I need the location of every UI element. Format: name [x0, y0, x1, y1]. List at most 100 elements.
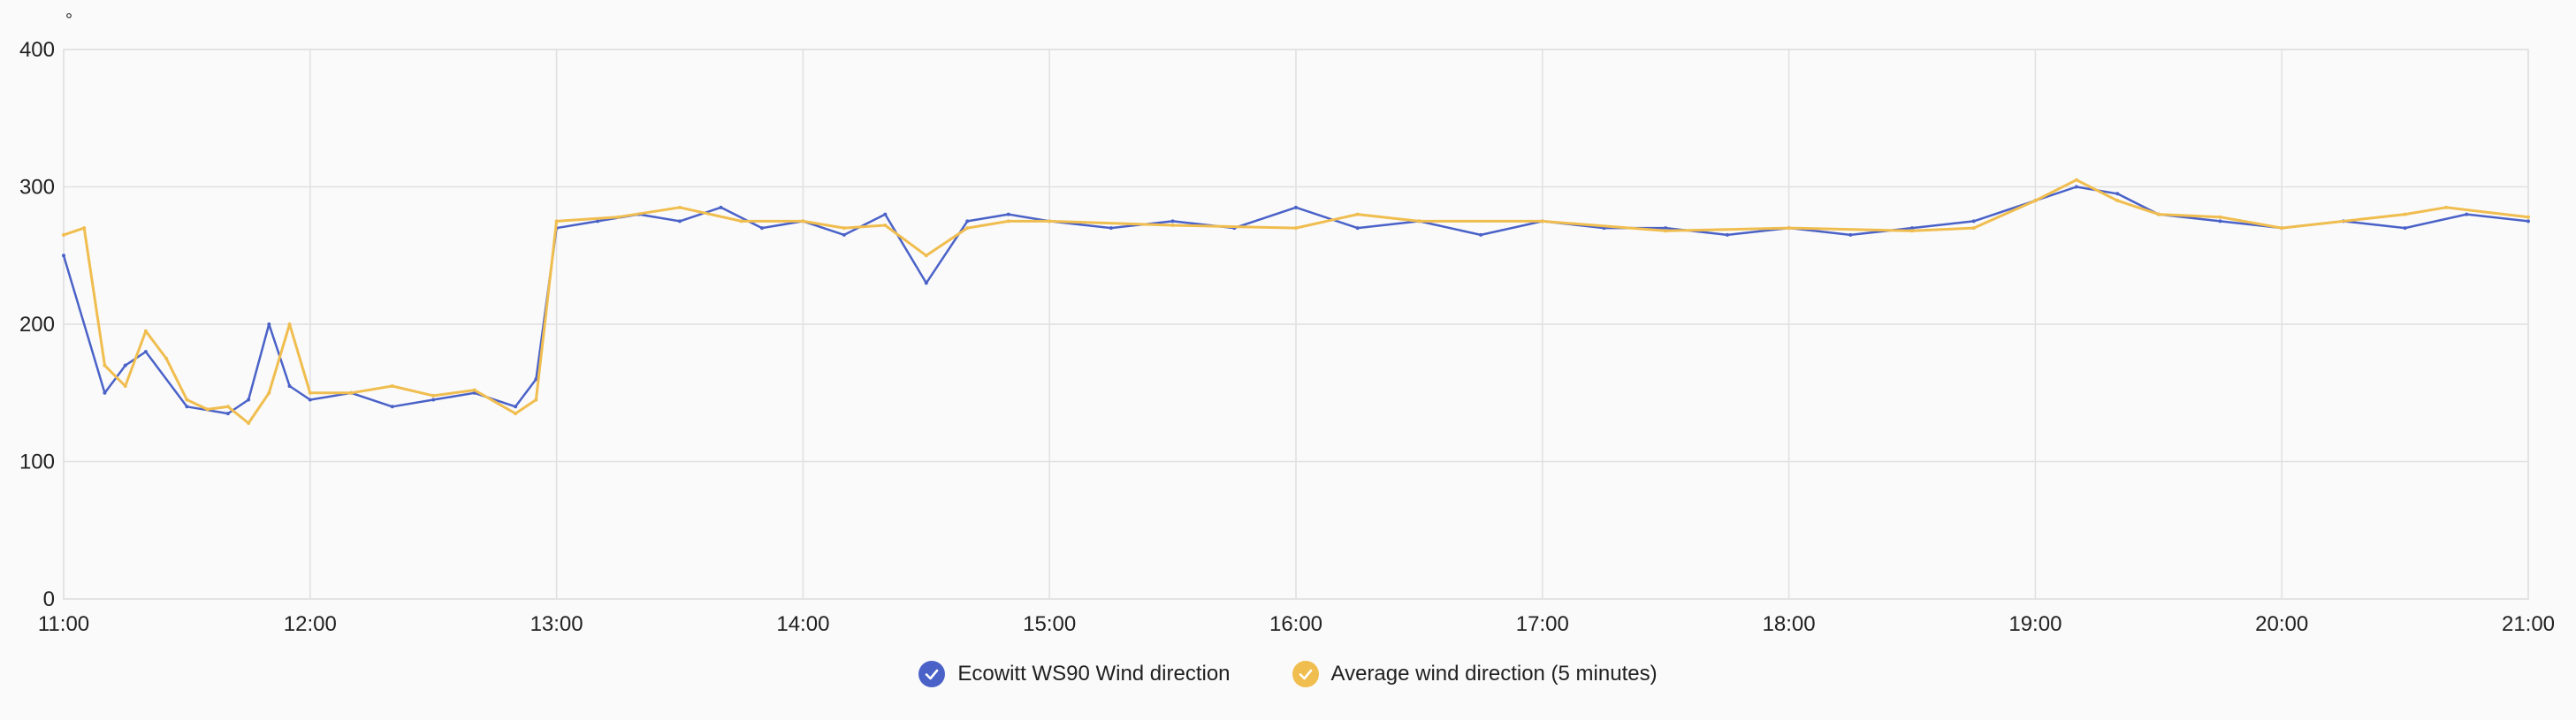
data-point-average-wind-direction [1170, 224, 1175, 228]
data-point-wind-direction [431, 398, 436, 402]
data-point-wind-direction [534, 377, 538, 382]
x-tick-label: 17:00 [1516, 612, 1569, 636]
data-point-average-wind-direction [554, 219, 559, 224]
data-point-average-wind-direction [225, 405, 230, 409]
data-point-average-wind-direction [1048, 219, 1052, 224]
series-line-average-wind-direction [63, 178, 2529, 425]
data-point-average-wind-direction [2403, 212, 2407, 216]
legend-item-average-wind-direction[interactable]: Average wind direction (5 minutes) [1292, 661, 1658, 687]
axis-labels: 0 100 200 300 400 11:00 12:00 13:00 14:00 15:00 16… [19, 38, 2555, 636]
data-point-wind-direction [1848, 232, 1853, 237]
data-point-average-wind-direction [62, 232, 65, 237]
data-point-average-wind-direction [1417, 219, 1421, 224]
data-point-average-wind-direction [185, 398, 189, 402]
data-point-wind-direction [1109, 226, 1113, 231]
data-point-wind-direction [1355, 226, 1360, 231]
data-point-wind-direction [759, 226, 764, 231]
data-point-wind-direction [1910, 226, 1914, 231]
legend: Ecowitt WS90 Wind direction Average wind… [0, 661, 2576, 687]
data-point-wind-direction [842, 232, 846, 237]
legend-label: Average wind direction (5 minutes) [1330, 662, 1658, 686]
data-point-wind-direction [2526, 219, 2530, 224]
data-point-wind-direction [2465, 212, 2469, 216]
data-point-average-wind-direction [2033, 199, 2038, 203]
data-point-average-wind-direction [1787, 226, 1791, 231]
data-point-average-wind-direction [1294, 226, 1298, 231]
data-point-average-wind-direction [349, 390, 354, 395]
checkmark-icon [1292, 661, 1319, 687]
data-point-wind-direction [1725, 232, 1729, 237]
y-tick-label: 300 [19, 176, 55, 200]
data-point-average-wind-direction [472, 388, 476, 392]
data-point-average-wind-direction [2074, 178, 2078, 182]
data-point-average-wind-direction [205, 407, 210, 412]
data-point-average-wind-direction [842, 226, 846, 231]
y-tick-label: 200 [19, 313, 55, 337]
data-point-average-wind-direction [2218, 215, 2222, 219]
data-point-average-wind-direction [1355, 212, 1360, 216]
data-point-average-wind-direction [514, 412, 518, 416]
data-point-wind-direction [1664, 226, 1668, 231]
data-point-average-wind-direction [1971, 226, 1976, 231]
data-point-wind-direction [1971, 219, 1976, 224]
data-point-wind-direction [1479, 232, 1483, 237]
data-point-wind-direction [143, 350, 148, 354]
data-point-average-wind-direction [103, 363, 107, 368]
x-tick-label: 11:00 [38, 612, 89, 636]
data-point-wind-direction [596, 219, 600, 224]
legend-label: Ecowitt WS90 Wind direction [957, 662, 1231, 686]
grid [63, 49, 2529, 600]
x-tick-label: 19:00 [2008, 612, 2062, 636]
data-point-average-wind-direction [1664, 229, 1668, 233]
y-unit-label: ° [65, 11, 72, 30]
data-point-average-wind-direction [2526, 215, 2530, 219]
data-point-average-wind-direction [739, 219, 743, 224]
y-tick-label: 0 [43, 587, 55, 611]
data-point-wind-direction [123, 363, 127, 368]
data-point-average-wind-direction [924, 254, 928, 258]
data-point-average-wind-direction [678, 205, 682, 209]
data-point-wind-direction [103, 390, 107, 395]
data-point-wind-direction [308, 398, 312, 402]
data-point-wind-direction [965, 219, 970, 224]
data-point-wind-direction [225, 412, 230, 416]
x-tick-label: 13:00 [530, 612, 583, 636]
data-point-average-wind-direction [801, 219, 805, 224]
data-point-average-wind-direction [1910, 229, 1914, 233]
data-point-average-wind-direction [2156, 212, 2161, 216]
checkmark-icon [918, 661, 946, 687]
data-point-average-wind-direction [534, 398, 538, 402]
x-tick-label: 18:00 [1763, 612, 1816, 636]
data-point-average-wind-direction [247, 421, 251, 425]
data-point-wind-direction [247, 398, 251, 402]
data-point-average-wind-direction [2444, 205, 2449, 209]
x-tick-label: 15:00 [1023, 612, 1076, 636]
data-point-wind-direction [1170, 219, 1175, 224]
data-point-average-wind-direction [431, 393, 436, 398]
x-tick-label: 14:00 [776, 612, 829, 636]
data-point-average-wind-direction [287, 322, 292, 326]
data-point-wind-direction [1006, 212, 1010, 216]
data-point-average-wind-direction [616, 215, 621, 219]
x-tick-label: 12:00 [284, 612, 337, 636]
data-point-average-wind-direction [123, 383, 127, 388]
data-point-average-wind-direction [2115, 199, 2120, 203]
data-point-average-wind-direction [308, 390, 312, 395]
data-point-average-wind-direction [267, 390, 271, 395]
data-point-wind-direction [287, 383, 292, 388]
data-point-average-wind-direction [164, 356, 169, 360]
legend-item-wind-direction[interactable]: Ecowitt WS90 Wind direction [918, 661, 1231, 687]
data-point-average-wind-direction [2280, 226, 2284, 231]
data-point-wind-direction [267, 322, 271, 326]
data-point-wind-direction [719, 205, 723, 209]
data-point-average-wind-direction [82, 226, 87, 231]
data-point-average-wind-direction [883, 224, 888, 228]
series-layer [62, 178, 2530, 425]
data-point-wind-direction [62, 254, 65, 258]
data-point-wind-direction [2218, 219, 2222, 224]
data-point-average-wind-direction [1006, 219, 1010, 224]
data-point-wind-direction [1294, 205, 1298, 209]
data-point-wind-direction [514, 405, 518, 409]
